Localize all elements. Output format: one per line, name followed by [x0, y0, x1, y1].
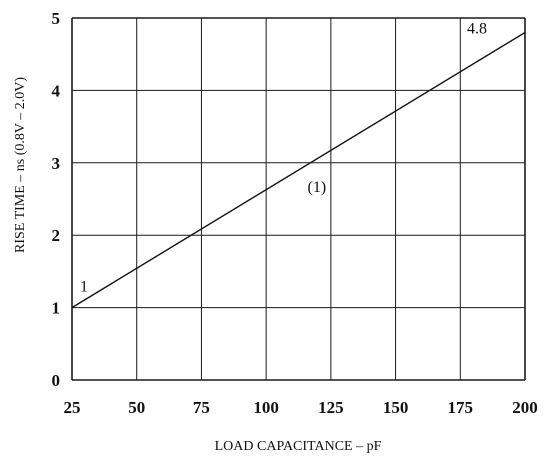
x-tick-labels: 25 50 75 100 125 150 175 200 [64, 398, 538, 417]
y-tick-label-5: 5 [52, 9, 61, 28]
grid [71, 17, 526, 381]
x-tick-label-200: 200 [512, 398, 538, 417]
x-tick-label-175: 175 [448, 398, 474, 417]
x-tick-label-50: 50 [128, 398, 145, 417]
x-tick-label-125: 125 [318, 398, 344, 417]
y-tick-labels: 0 1 2 3 4 5 [52, 9, 61, 390]
series-line-0 [71, 31, 526, 309]
y-tick-label-2: 2 [52, 226, 61, 245]
y-tick-label-3: 3 [52, 154, 61, 173]
annotations: 1 4.8 (1) [80, 20, 487, 295]
y-tick-label-4: 4 [52, 81, 61, 100]
x-tick-label-75: 75 [193, 398, 210, 417]
y-axis-title: RISE TIME – ns (0.8V – 2.0V) [13, 77, 28, 253]
annotation-2: (1) [308, 179, 327, 196]
y-tick-label-1: 1 [52, 299, 61, 318]
y-tick-label-0: 0 [52, 371, 61, 390]
x-tick-label-100: 100 [253, 398, 279, 417]
x-tick-label-150: 150 [383, 398, 409, 417]
x-tick-label-25: 25 [64, 398, 81, 417]
series-layer [71, 31, 526, 309]
annotation-1: 4.8 [467, 20, 487, 37]
x-axis-title: LOAD CAPACITANCE – pF [215, 439, 382, 454]
annotation-0: 1 [80, 279, 88, 296]
